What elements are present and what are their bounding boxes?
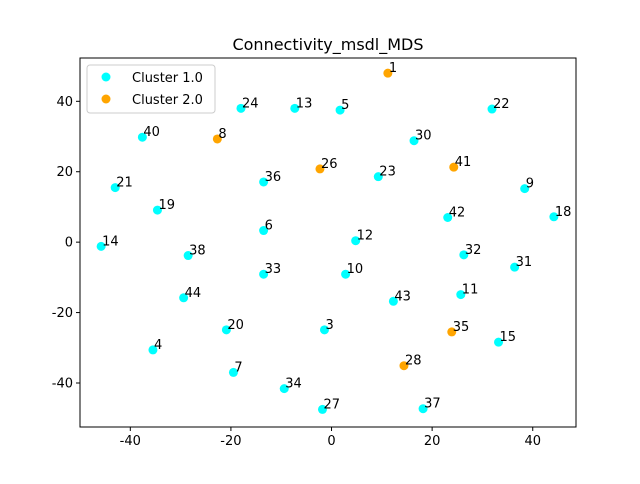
legend: Cluster 1.0 Cluster 2.0 bbox=[86, 64, 216, 114]
data-point bbox=[494, 337, 504, 347]
point-label: 38 bbox=[189, 244, 206, 259]
point-label: 1 bbox=[389, 61, 397, 76]
point-label: 9 bbox=[526, 177, 534, 192]
point-label: 3 bbox=[325, 318, 333, 333]
data-point bbox=[418, 404, 428, 414]
data-point bbox=[315, 164, 325, 174]
data-point bbox=[399, 361, 409, 371]
point-label: 28 bbox=[405, 354, 422, 369]
legend-marker bbox=[101, 94, 111, 104]
data-point bbox=[110, 183, 120, 193]
y-tick-label: 40 bbox=[56, 95, 73, 110]
y-tick-label: -40 bbox=[52, 376, 73, 391]
data-point bbox=[456, 290, 466, 300]
point-label: 42 bbox=[449, 206, 466, 221]
data-point bbox=[319, 325, 329, 335]
x-tick-label: -20 bbox=[220, 434, 241, 449]
point-label: 44 bbox=[185, 286, 202, 301]
point-label: 13 bbox=[296, 96, 313, 111]
data-point bbox=[351, 236, 361, 246]
data-point bbox=[212, 134, 222, 144]
y-tick-label: -20 bbox=[52, 306, 73, 321]
point-label: 27 bbox=[323, 397, 340, 412]
data-point bbox=[459, 250, 469, 260]
point-label: 10 bbox=[347, 262, 364, 277]
point-label: 12 bbox=[357, 229, 374, 244]
legend-label: Cluster 2.0 bbox=[132, 93, 203, 108]
x-tick-label: 0 bbox=[327, 434, 335, 449]
point-label: 4 bbox=[154, 338, 162, 353]
data-point bbox=[449, 162, 459, 172]
data-point bbox=[221, 325, 231, 335]
data-point bbox=[447, 327, 457, 337]
chart-title: Connectivity_msdl_MDS bbox=[232, 35, 423, 55]
data-point bbox=[388, 296, 398, 306]
point-label: 7 bbox=[234, 360, 242, 375]
point-label: 19 bbox=[158, 198, 175, 213]
data-point bbox=[236, 103, 246, 113]
data-point bbox=[409, 136, 419, 146]
data-point bbox=[259, 269, 269, 279]
point-label: 33 bbox=[265, 262, 282, 277]
point-label: 22 bbox=[493, 97, 510, 112]
data-point bbox=[341, 269, 351, 279]
data-point bbox=[549, 212, 559, 222]
data-point bbox=[179, 293, 189, 303]
data-point bbox=[96, 241, 106, 251]
data-point bbox=[259, 177, 269, 187]
point-label: 6 bbox=[265, 219, 273, 234]
point-label: 34 bbox=[285, 377, 302, 392]
data-point bbox=[520, 184, 530, 194]
legend-label: Cluster 1.0 bbox=[132, 71, 203, 86]
point-label: 35 bbox=[453, 320, 470, 335]
x-tick-label: 20 bbox=[424, 434, 441, 449]
point-label: 21 bbox=[116, 176, 133, 191]
data-point bbox=[290, 103, 300, 113]
point-label: 5 bbox=[341, 98, 349, 113]
data-point bbox=[183, 251, 193, 261]
legend-box bbox=[86, 64, 216, 114]
x-tick-label: -40 bbox=[120, 434, 141, 449]
point-label: 41 bbox=[455, 155, 472, 170]
legend-marker bbox=[101, 72, 111, 82]
y-tick-label: 0 bbox=[65, 236, 73, 251]
data-point bbox=[259, 226, 269, 236]
point-label: 23 bbox=[379, 165, 396, 180]
data-point bbox=[228, 367, 238, 377]
point-label: 11 bbox=[462, 283, 479, 298]
data-point bbox=[443, 213, 453, 223]
point-label: 32 bbox=[465, 243, 482, 258]
data-point bbox=[373, 172, 383, 182]
point-label: 36 bbox=[265, 170, 282, 185]
data-point bbox=[487, 104, 497, 114]
point-label: 15 bbox=[500, 330, 517, 345]
data-point bbox=[317, 404, 327, 414]
point-label: 20 bbox=[227, 318, 244, 333]
y-tick-label: 20 bbox=[56, 165, 73, 180]
point-label: 26 bbox=[321, 157, 338, 172]
x-tick-label: 40 bbox=[524, 434, 541, 449]
point-label: 30 bbox=[415, 129, 432, 144]
point-label: 24 bbox=[242, 96, 259, 111]
data-point bbox=[152, 205, 162, 215]
data-point bbox=[335, 105, 345, 115]
data-point bbox=[510, 262, 520, 272]
point-label: 43 bbox=[394, 289, 411, 304]
point-label: 14 bbox=[102, 234, 119, 249]
point-label: 37 bbox=[424, 397, 441, 412]
point-label: 8 bbox=[218, 127, 226, 142]
point-label: 31 bbox=[516, 255, 533, 270]
point-label: 40 bbox=[143, 125, 160, 140]
data-point bbox=[148, 345, 158, 355]
data-point bbox=[137, 132, 147, 142]
point-label: 18 bbox=[555, 205, 572, 220]
data-point bbox=[279, 384, 289, 394]
data-point bbox=[383, 68, 393, 78]
